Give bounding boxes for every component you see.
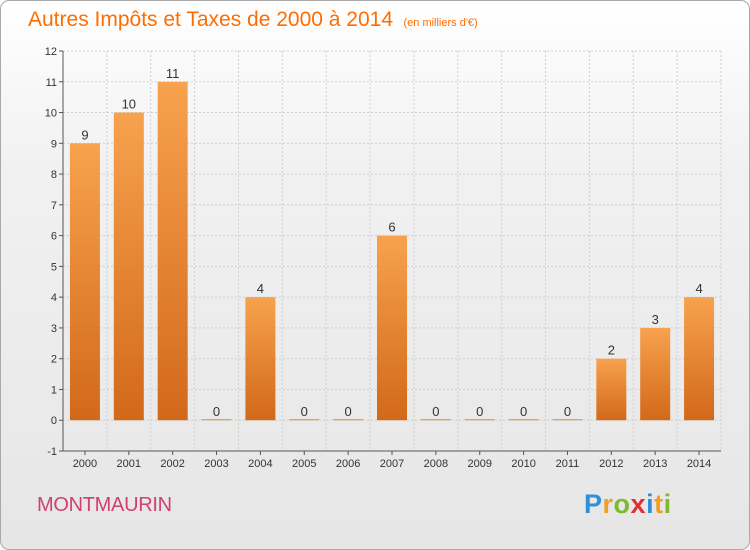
bar <box>377 235 407 421</box>
data-label: 0 <box>345 404 352 419</box>
logo-letter: t <box>654 489 664 519</box>
x-tick-label: 2003 <box>204 458 228 470</box>
data-label: 4 <box>257 281 264 296</box>
y-tick-label: 7 <box>51 200 57 212</box>
y-tick-label: 4 <box>51 292 57 304</box>
bar <box>552 419 583 421</box>
proxiti-logo: Proxiti <box>584 489 672 520</box>
y-tick-label: 9 <box>51 138 57 150</box>
bar <box>596 358 627 421</box>
y-tick-label: 1 <box>51 384 57 396</box>
bars <box>69 81 715 421</box>
y-tick-label: 12 <box>45 46 57 58</box>
bar <box>201 419 232 421</box>
data-label: 0 <box>213 404 220 419</box>
x-tick-label: 2004 <box>248 458 272 470</box>
x-tick-label: 2011 <box>556 458 580 470</box>
data-label: 11 <box>166 66 180 81</box>
labels: 9 10 11 0 4 0 0 6 0 0 0 0 2 3 4 <box>81 66 702 419</box>
data-label: 6 <box>388 220 395 235</box>
logo-letter: o <box>613 489 631 519</box>
bar <box>69 143 100 421</box>
y-tick-label: -1 <box>47 446 57 458</box>
data-label: 10 <box>122 97 136 112</box>
y-tick-label: 11 <box>46 77 57 89</box>
y-tick-label: 10 <box>45 108 57 120</box>
chart-title-unit: (en milliers d'€) <box>403 17 478 29</box>
bar <box>420 419 451 421</box>
logo-letter: i <box>646 489 655 519</box>
x-tick-label: 2009 <box>467 458 491 470</box>
x-tick-label: 2008 <box>424 458 448 470</box>
x-tick-label: 2007 <box>380 458 404 470</box>
chart-title: Autres Impôts et Taxes de 2000 à 2014 (e… <box>28 8 478 32</box>
bar <box>508 419 539 421</box>
bar <box>245 297 276 421</box>
x-tick-label: 2014 <box>687 458 711 470</box>
data-label: 0 <box>476 404 483 419</box>
x-tick-label: 2002 <box>160 458 184 470</box>
y-tick-label: 3 <box>51 323 57 335</box>
data-label: 4 <box>695 281 702 296</box>
x-tick-label: 2013 <box>643 458 667 470</box>
data-label: 0 <box>520 404 527 419</box>
bar <box>157 81 188 421</box>
data-label: 0 <box>301 404 308 419</box>
x-tick-label: 2010 <box>511 458 535 470</box>
y-tick-label: 6 <box>51 231 57 243</box>
x-tick-label: 2000 <box>73 458 97 470</box>
y-tick-label: 5 <box>51 261 57 273</box>
x-tick-label: 2006 <box>336 458 360 470</box>
x-tick-label: 2012 <box>599 458 623 470</box>
data-label: 9 <box>81 127 88 142</box>
data-label: 0 <box>564 404 571 419</box>
x-tick-label: 2005 <box>292 458 316 470</box>
logo-letter: r <box>602 489 614 519</box>
data-label: 2 <box>608 343 615 358</box>
bar <box>113 112 144 421</box>
logo-letter: i <box>663 489 672 519</box>
logo-letter: x <box>630 489 647 519</box>
y-tick-label: 2 <box>51 354 57 366</box>
bar <box>640 327 671 421</box>
y-tick-label: 0 <box>51 415 57 427</box>
y-tick-label: 8 <box>51 169 57 181</box>
bar <box>333 419 364 421</box>
logo-letter: P <box>584 489 603 519</box>
bar <box>289 419 320 421</box>
bar <box>464 419 495 421</box>
chart-title-main: Autres Impôts et Taxes de 2000 à 2014 <box>28 8 394 31</box>
x-tick-label: 2001 <box>117 458 141 470</box>
commune-name: MONTMAURIN <box>37 494 172 516</box>
data-label: 3 <box>652 312 659 327</box>
bar <box>684 297 715 421</box>
data-label: 0 <box>432 404 439 419</box>
